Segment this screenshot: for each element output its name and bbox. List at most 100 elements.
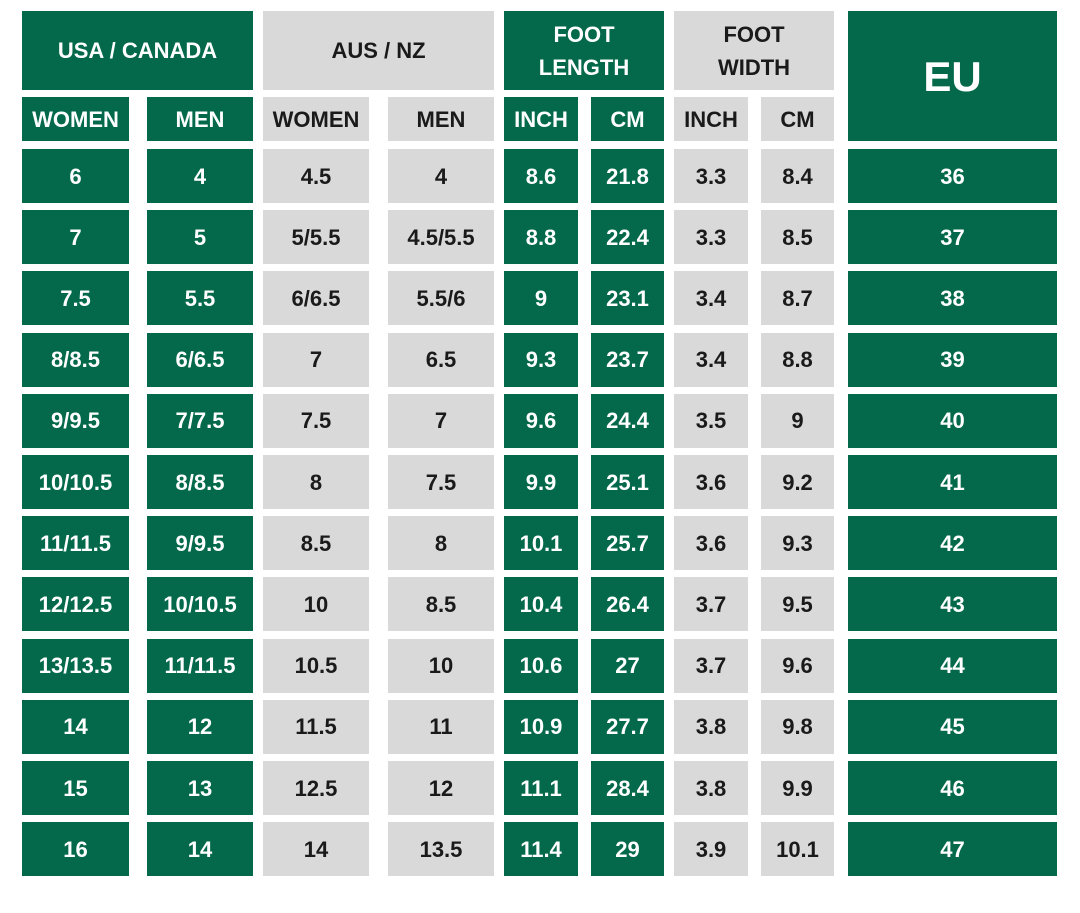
table-cell: 12/12.5 — [22, 577, 129, 632]
table-cell: 8.5 — [761, 210, 834, 265]
table-cell: 12.5 — [263, 761, 369, 815]
table-cell: 27.7 — [591, 699, 664, 754]
table-cell: 8 — [263, 455, 369, 509]
table-cell: 3.9 — [674, 822, 748, 877]
table-cell: 15 — [22, 761, 129, 815]
table-cell: 5/5.5 — [263, 210, 369, 265]
table-cell: 12 — [147, 699, 253, 754]
table-cell: 8.5 — [263, 516, 369, 571]
table-cell: 3.4 — [674, 271, 748, 326]
table-cell: 10.1 — [504, 516, 578, 571]
table-cell: 14 — [147, 822, 253, 877]
table-cell: 8.7 — [761, 271, 834, 326]
table-cell: 41 — [848, 455, 1057, 509]
table-cell: 26.4 — [591, 577, 664, 632]
table-cell: 11/11.5 — [147, 638, 253, 693]
table-cell: 5.5/6 — [388, 271, 494, 326]
table-cell: 3.7 — [674, 638, 748, 693]
table-cell: 24.4 — [591, 393, 664, 448]
table-cell: 9.8 — [761, 699, 834, 754]
table-cell: 12 — [388, 761, 494, 815]
sub-header: CM — [761, 97, 834, 141]
table-cell: 46 — [848, 761, 1057, 815]
table-cell: 3.3 — [674, 210, 748, 265]
table-cell: 4.5/5.5 — [388, 210, 494, 265]
group-header: USA / CANADA — [22, 11, 253, 90]
table-cell: 27 — [591, 638, 664, 693]
table-cell: 39 — [848, 332, 1057, 387]
table-cell: 5 — [147, 210, 253, 265]
table-cell: 9.2 — [761, 455, 834, 509]
table-cell: 10.5 — [263, 638, 369, 693]
sub-header: INCH — [504, 97, 578, 141]
table-cell: 3.5 — [674, 393, 748, 448]
table-cell: 7 — [22, 210, 129, 265]
table-cell: 8.8 — [504, 210, 578, 265]
table-cell: 43 — [848, 577, 1057, 632]
table-cell: 3.6 — [674, 455, 748, 509]
table-cell: 38 — [848, 271, 1057, 326]
table-cell: 13.5 — [388, 822, 494, 877]
table-cell: 8.4 — [761, 149, 834, 203]
table-cell: 10 — [388, 638, 494, 693]
table-cell: 3.8 — [674, 699, 748, 754]
sub-header: CM — [591, 97, 664, 141]
sub-header: MEN — [388, 97, 494, 141]
table-cell: 21.8 — [591, 149, 664, 203]
table-cell: 10.9 — [504, 699, 578, 754]
eu-header: EU — [848, 11, 1057, 141]
table-cell: 9.9 — [761, 761, 834, 815]
table-cell: 22.4 — [591, 210, 664, 265]
table-cell: 8/8.5 — [147, 455, 253, 509]
table-cell: 10.1 — [761, 822, 834, 877]
table-cell: 7 — [388, 393, 494, 448]
table-cell: 9/9.5 — [22, 393, 129, 448]
sub-header: WOMEN — [22, 97, 129, 141]
table-cell: 10.6 — [504, 638, 578, 693]
table-cell: 45 — [848, 699, 1057, 754]
table-cell: 11.4 — [504, 822, 578, 877]
table-cell: 3.3 — [674, 149, 748, 203]
group-header: FOOT WIDTH — [674, 11, 834, 90]
table-cell: 11.5 — [263, 699, 369, 754]
table-cell: 7/7.5 — [147, 393, 253, 448]
table-cell: 13/13.5 — [22, 638, 129, 693]
table-cell: 13 — [147, 761, 253, 815]
table-cell: 10 — [263, 577, 369, 632]
table-cell: 4 — [147, 149, 253, 203]
table-cell: 6/6.5 — [147, 332, 253, 387]
table-cell: 9/9.5 — [147, 516, 253, 571]
table-cell: 8.5 — [388, 577, 494, 632]
table-cell: 16 — [22, 822, 129, 877]
table-cell: 6/6.5 — [263, 271, 369, 326]
table-cell: 44 — [848, 638, 1057, 693]
table-cell: 40 — [848, 393, 1057, 448]
table-cell: 23.1 — [591, 271, 664, 326]
table-cell: 8 — [388, 516, 494, 571]
table-cell: 47 — [848, 822, 1057, 877]
table-cell: 11.1 — [504, 761, 578, 815]
table-cell: 7.5 — [22, 271, 129, 326]
table-cell: 11 — [388, 699, 494, 754]
group-header: AUS / NZ — [263, 11, 494, 90]
table-cell: 7.5 — [263, 393, 369, 448]
table-cell: 3.7 — [674, 577, 748, 632]
table-cell: 5.5 — [147, 271, 253, 326]
table-cell: 8/8.5 — [22, 332, 129, 387]
table-cell: 11/11.5 — [22, 516, 129, 571]
table-cell: 14 — [22, 699, 129, 754]
group-header: FOOT LENGTH — [504, 11, 664, 90]
table-cell: 9 — [504, 271, 578, 326]
table-cell: 29 — [591, 822, 664, 877]
table-cell: 9.5 — [761, 577, 834, 632]
table-cell: 14 — [263, 822, 369, 877]
table-cell: 36 — [848, 149, 1057, 203]
table-cell: 28.4 — [591, 761, 664, 815]
table-cell: 7.5 — [388, 455, 494, 509]
table-cell: 8.8 — [761, 332, 834, 387]
sub-header: WOMEN — [263, 97, 369, 141]
table-cell: 8.6 — [504, 149, 578, 203]
table-cell: 23.7 — [591, 332, 664, 387]
table-cell: 3.8 — [674, 761, 748, 815]
table-cell: 4.5 — [263, 149, 369, 203]
